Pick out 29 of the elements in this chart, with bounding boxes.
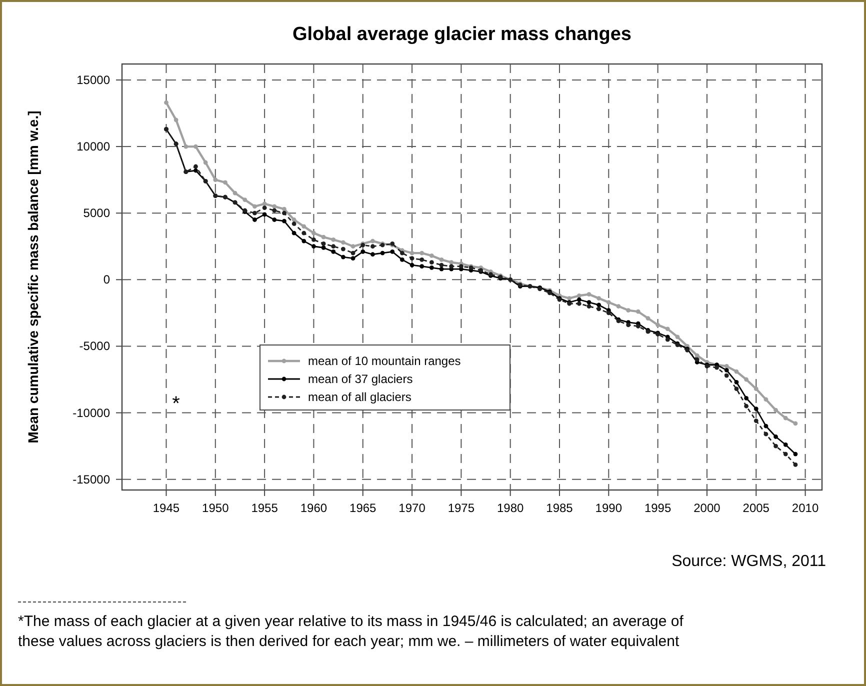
x-tick-label: 1995 [644,501,672,515]
x-tick-label: 1965 [350,501,377,515]
x-tick-label: 1955 [251,501,278,515]
text: *The mass of each glacier at a given year relative to its mass in 1945/46 is calculated; an average of these values across glaciers is then derived for each year; mm we. – millimeters of water equivalent [18,613,684,650]
legend-label: mean of 37 glaciers [308,372,413,386]
x-tick-label: 1960 [300,501,328,515]
annotation: * [172,393,180,415]
y-tick-label: 15000 [76,72,110,87]
chart-title: Global average glacier mass changes [292,24,632,45]
y-axis-title: Mean cumulative specific mass balance [mm w.e.] [25,110,41,444]
source-note: Source: WGMS, 2011 [672,553,826,570]
y-tick-label: 10000 [76,140,110,154]
y-tick-label: 5000 [83,206,110,220]
y-tick-label: -10000 [72,406,110,420]
x-tick-label: 2000 [694,501,721,515]
x-tick-label: 2010 [792,501,819,515]
x-tick-label: 1990 [595,501,622,515]
y-tick-label: -15000 [72,472,110,486]
y-tick-label: 0 [103,272,110,287]
x-tick-label: 2005 [742,501,770,515]
legend-label: mean of 10 mountain ranges [308,354,461,368]
legend-label: mean of all glaciers [308,390,412,404]
x-tick-label: 1985 [546,501,574,515]
x-tick-label: 1970 [398,501,426,515]
y-tick-label: -5000 [79,339,110,354]
x-tick-label: 1975 [448,501,475,515]
x-tick-label: 1980 [496,501,524,515]
x-tick-label: 1945 [152,501,180,515]
x-tick-label: 1950 [202,501,230,515]
